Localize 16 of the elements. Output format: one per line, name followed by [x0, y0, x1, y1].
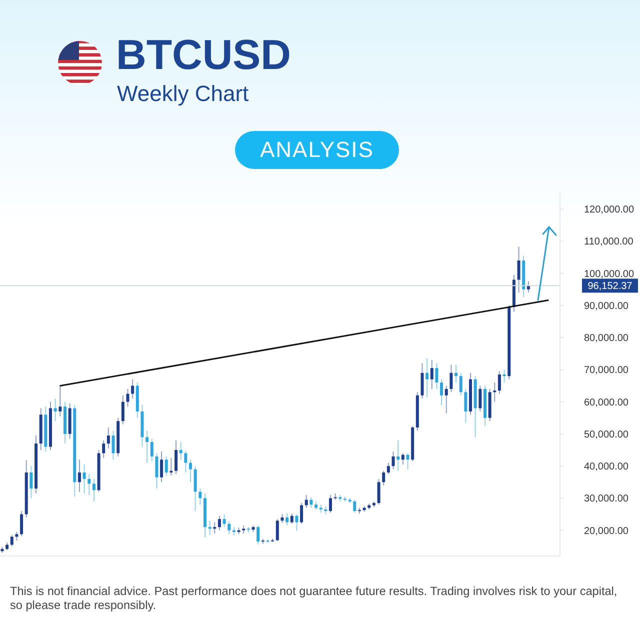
y-tick-label: 70,000.00 — [584, 365, 629, 376]
y-tick-label: 60,000.00 — [584, 397, 629, 408]
ref-line-label: 96,152.37 — [588, 281, 633, 292]
y-tick-label: 50,000.00 — [584, 429, 629, 440]
y-tick-label: 110,000.00 — [584, 236, 634, 248]
y-tick-label: 120,000.00 — [584, 204, 634, 216]
text: This is not financial advice. Past performance does not guarantee future results. Trading involves risk to your capital, so please trade responsibly. — [10, 584, 618, 612]
chart-subtitle: Weekly Chart — [117, 81, 249, 106]
text: ANALYSIS — [235, 131, 399, 169]
chart-title: BTCUSD — [116, 31, 291, 78]
y-tick-label: 100,000.00 — [584, 268, 634, 280]
y-tick-label: 80,000.00 — [584, 333, 629, 344]
y-tick-label: 20,000.00 — [584, 526, 629, 537]
y-tick-label: 30,000.00 — [584, 494, 629, 505]
y-tick-label: 40,000.00 — [584, 462, 629, 473]
y-tick-label: 90,000.00 — [584, 300, 629, 312]
